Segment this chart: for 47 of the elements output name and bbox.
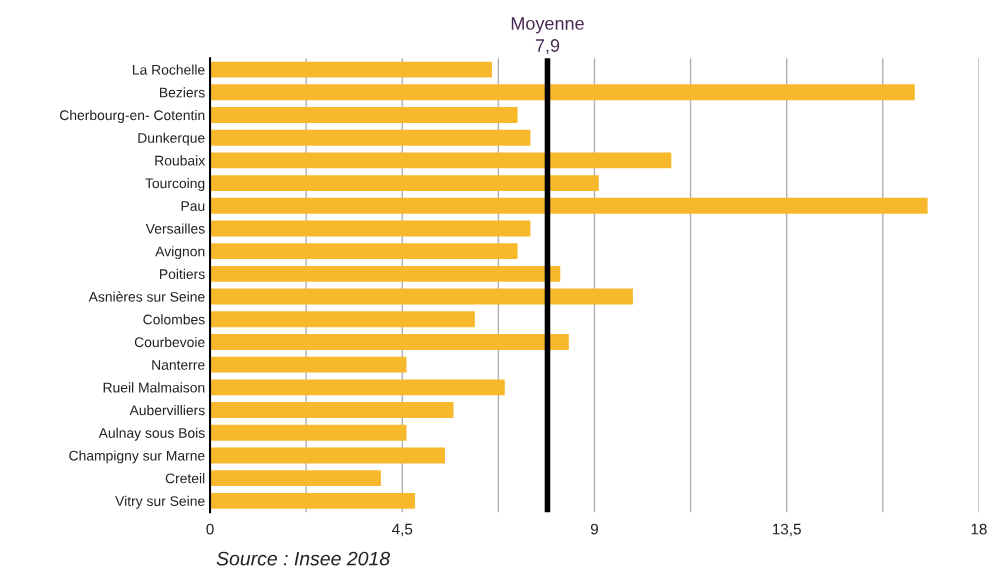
- x-tick-label: 9: [590, 523, 598, 535]
- y-tick-label: Creteil: [165, 473, 205, 484]
- bar: [210, 492, 416, 509]
- y-tick-label: Beziers: [160, 87, 205, 98]
- y-tick-label: Champigny sur Marne: [69, 450, 205, 464]
- y-tick-label: Courbevoie: [134, 336, 205, 348]
- y-tick-label: La Rochelle: [132, 64, 205, 75]
- bar: [210, 311, 475, 328]
- bar: [210, 265, 561, 282]
- source-note: Source : Insee 2018: [216, 551, 390, 566]
- bar: [210, 243, 518, 260]
- y-tick-label: Avignon: [155, 246, 205, 260]
- bar: [210, 175, 599, 192]
- x-tick-label: 13,5: [772, 523, 801, 537]
- bar: [210, 220, 531, 237]
- bar: [210, 84, 915, 101]
- bar: [210, 334, 569, 350]
- y-tick-label: Nanterre: [152, 360, 205, 370]
- y-tick-label: Roubaix: [155, 155, 206, 166]
- y-tick-label: Poitiers: [160, 268, 205, 280]
- y-tick-label: Vitry sur Seine: [115, 495, 205, 509]
- x-tick-label: 0: [206, 523, 214, 535]
- y-tick-label: Colombes: [143, 314, 205, 325]
- x-tick-label: 4,5: [391, 523, 413, 537]
- x-tick-label: 18: [971, 523, 987, 535]
- y-tick-label: Tourcoing: [145, 178, 205, 191]
- bar: [210, 379, 505, 396]
- y-tick-label: Dunkerque: [138, 132, 205, 146]
- bar: [210, 129, 531, 146]
- y-tick-label: Versailles: [145, 223, 205, 234]
- bar: [210, 288, 633, 305]
- y-tick-label: Cherbourg-en- Cotentin: [59, 109, 205, 123]
- bar: [210, 107, 518, 123]
- bar: [210, 152, 672, 169]
- bar: [210, 447, 445, 464]
- bar: [210, 470, 381, 487]
- bar: [210, 61, 492, 78]
- y-tick-label: Aulnay sous Bois: [98, 427, 205, 441]
- bar: [210, 197, 928, 214]
- bar: [210, 424, 407, 441]
- bar: [210, 356, 407, 373]
- y-tick-label: Aubervilliers: [129, 405, 205, 416]
- y-tick-label: Pau: [181, 201, 205, 211]
- y-tick-label: Asnières sur Seine: [88, 291, 205, 302]
- y-tick-label: Rueil Malmaison: [103, 382, 205, 393]
- bar: [210, 402, 454, 418]
- ref-line-label: Moyenne 7,9: [511, 17, 584, 55]
